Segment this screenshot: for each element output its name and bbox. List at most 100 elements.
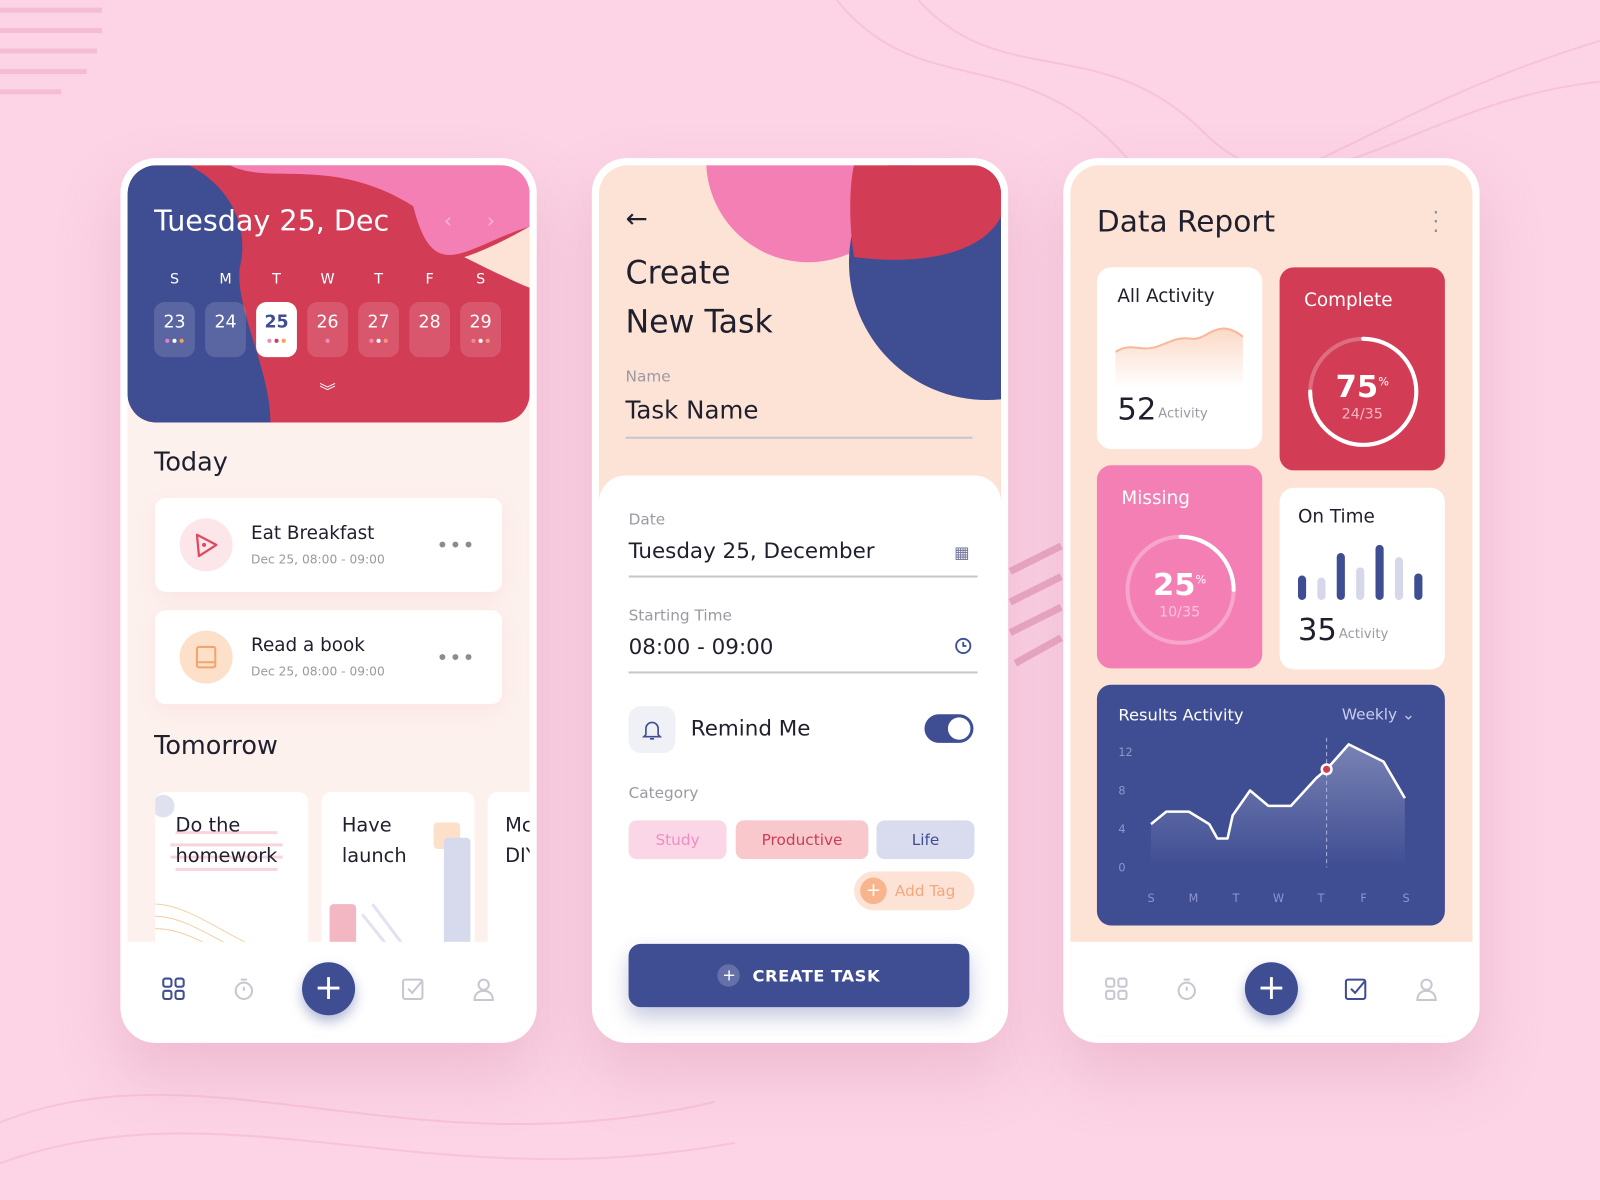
day-cell[interactable]: 24: [205, 302, 246, 358]
day-cell[interactable]: 27: [358, 302, 399, 358]
create-task-button[interactable]: + CREATE TASK: [628, 943, 970, 1008]
task-item[interactable]: Eat Breakfast Dec 25, 08:00 - 09:00 •••: [155, 497, 503, 592]
plus-icon: +: [860, 877, 887, 905]
category-label: Category: [628, 783, 699, 803]
tasks-check-icon[interactable]: [400, 976, 427, 1003]
tomorrow-card[interactable]: Have launch: [321, 791, 475, 966]
page-title: Create New Task: [626, 249, 773, 347]
name-label: Name: [625, 367, 671, 386]
prev-month-icon[interactable]: ‹: [443, 208, 453, 233]
period-dropdown[interactable]: Weekly ⌄: [1342, 705, 1415, 723]
activity-unit: Activity: [1158, 406, 1208, 422]
date-underline: [628, 575, 978, 578]
create-button-label: CREATE TASK: [752, 965, 881, 986]
task-name-input[interactable]: Task Name: [625, 395, 759, 425]
on-time-card[interactable]: On Time 35 Activity: [1279, 487, 1445, 670]
weekday-label: S: [169, 271, 180, 288]
y-tick-label: 0: [1118, 861, 1125, 874]
create-task-phone: ← Create New Task Name Task Name Date Tue…: [591, 158, 1009, 1043]
card-title-line: Mc: [505, 814, 529, 837]
complete-percent: 75: [1335, 369, 1379, 406]
percent-sign: %: [1378, 375, 1389, 389]
calendar-icon[interactable]: ▦: [954, 542, 970, 563]
tag-productive[interactable]: Productive: [735, 820, 869, 860]
weekday-label: W: [320, 271, 335, 288]
expand-chevron-icon[interactable]: ︾: [319, 381, 336, 402]
period-value: Weekly: [1341, 705, 1398, 724]
more-options-icon[interactable]: •••: [436, 644, 476, 670]
back-arrow-icon[interactable]: ←: [625, 204, 648, 235]
remind-label: Remind Me: [690, 716, 811, 741]
clock-icon[interactable]: [954, 637, 972, 659]
day-cell[interactable]: 28: [409, 302, 450, 358]
title-line: Create: [625, 255, 731, 292]
day-number: 24: [214, 312, 237, 333]
tomorrow-card[interactable]: Do the homework: [155, 791, 309, 966]
add-task-button[interactable]: +: [302, 962, 356, 1016]
results-chart: 12 8 4 0 S M T W T F S: [1118, 737, 1410, 905]
x-tick-label: F: [1360, 892, 1366, 905]
profile-icon[interactable]: [471, 976, 498, 1003]
day-number: 23: [163, 312, 186, 333]
add-task-button[interactable]: +: [1244, 962, 1298, 1016]
time-field[interactable]: 08:00 - 09:00: [628, 634, 774, 660]
tomorrow-card[interactable]: Mc DIY: [487, 791, 530, 966]
title-line: New Task: [625, 304, 773, 341]
add-tag-button[interactable]: + Add Tag: [854, 871, 975, 911]
card-title-line: homework: [175, 844, 278, 868]
timer-icon[interactable]: [1174, 976, 1201, 1003]
profile-icon[interactable]: [1413, 976, 1440, 1003]
day-cell-selected[interactable]: 25: [256, 302, 297, 358]
activity-sparkline: [1115, 327, 1244, 388]
weekday-label: S: [476, 271, 486, 288]
day-cell[interactable]: 23: [154, 302, 195, 358]
calendar-title: Tuesday 25, Dec: [154, 204, 390, 238]
task-time: Dec 25, 08:00 - 09:00: [251, 552, 385, 567]
x-tick-label: T: [1232, 892, 1240, 905]
bell-icon: [628, 706, 676, 754]
day-cell[interactable]: 26: [307, 302, 348, 358]
task-item[interactable]: Read a book Dec 25, 08:00 - 09:00 •••: [155, 610, 503, 705]
form-panel: Date Tuesday 25, December ▦ Starting Tim…: [598, 475, 1002, 1036]
on-time-unit: Activity: [1338, 626, 1389, 642]
weekday-label: F: [425, 271, 434, 288]
complete-fraction: 24/35: [1341, 406, 1383, 423]
missing-percent: 25: [1152, 567, 1196, 604]
plus-icon: +: [717, 964, 741, 987]
percent-sign: %: [1195, 573, 1207, 587]
card-label: On Time: [1297, 506, 1375, 528]
more-options-icon[interactable]: •••: [436, 532, 476, 558]
bottom-nav: +: [1070, 941, 1473, 1036]
missing-card[interactable]: Missing 25% 10/35: [1096, 465, 1263, 669]
weekday-label: M: [219, 271, 232, 288]
header-blobs: [127, 165, 530, 423]
header-blobs: [706, 165, 1002, 400]
dashboard-grid-icon[interactable]: [160, 976, 187, 1003]
on-time-bars: [1297, 544, 1423, 600]
y-tick-label: 8: [1118, 785, 1125, 798]
day-cell[interactable]: 29: [460, 302, 502, 358]
name-underline: [625, 436, 973, 439]
book-icon: [179, 630, 233, 684]
more-vertical-icon[interactable]: · · ·: [1432, 199, 1440, 243]
weekday-label: T: [272, 271, 281, 288]
timer-icon[interactable]: [231, 976, 258, 1003]
dashboard-grid-icon[interactable]: [1103, 976, 1130, 1003]
day-number: 26: [316, 312, 339, 333]
task-time: Dec 25, 08:00 - 09:00: [251, 664, 385, 679]
next-month-icon[interactable]: ›: [486, 208, 495, 233]
card-label: Missing: [1121, 487, 1190, 510]
calendar-phone: Tuesday 25, Dec ‹ › S M T W T F S 23 24 …: [120, 158, 537, 1043]
tasks-check-icon[interactable]: [1342, 976, 1369, 1003]
x-tick-label: S: [1147, 892, 1154, 905]
all-activity-card[interactable]: All Activity 52 Activity: [1096, 267, 1263, 449]
add-tag-label: Add Tag: [894, 881, 956, 900]
tag-life[interactable]: Life: [876, 820, 975, 860]
date-label: Date: [628, 510, 666, 529]
date-field[interactable]: Tuesday 25, December: [628, 538, 875, 564]
card-title-line: Have: [341, 814, 392, 837]
x-tick-label: M: [1189, 892, 1199, 905]
tag-study[interactable]: Study: [628, 820, 727, 860]
remind-toggle[interactable]: [924, 714, 974, 743]
complete-card[interactable]: Complete 75% 24/35: [1279, 267, 1445, 471]
